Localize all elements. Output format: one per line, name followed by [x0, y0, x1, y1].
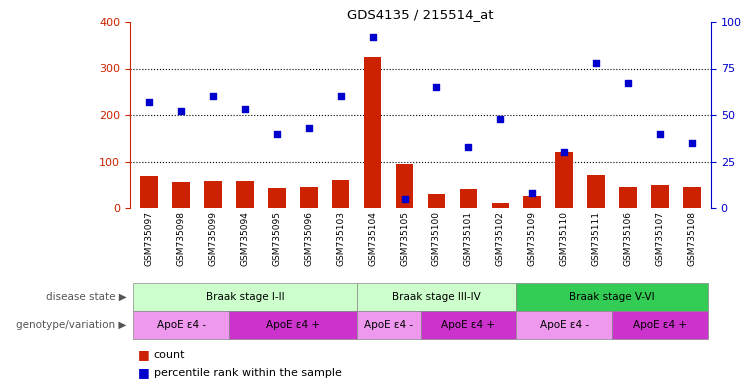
Bar	[612, 311, 708, 339]
Bar	[140, 176, 158, 208]
Point	[399, 195, 411, 202]
Point	[207, 93, 219, 99]
Bar	[356, 311, 420, 339]
Text: ApoE ε4 +: ApoE ε4 +	[633, 320, 687, 330]
Point	[494, 116, 506, 122]
Bar	[428, 194, 445, 208]
Text: ApoE ε4 -: ApoE ε4 -	[364, 320, 413, 330]
Text: Braak stage I-II: Braak stage I-II	[205, 292, 285, 302]
Text: ■: ■	[137, 366, 149, 379]
Text: percentile rank within the sample: percentile rank within the sample	[153, 368, 342, 378]
Text: ApoE ε4 +: ApoE ε4 +	[442, 320, 496, 330]
Bar	[229, 311, 356, 339]
Bar	[683, 187, 701, 208]
Bar	[459, 189, 477, 208]
Point	[686, 140, 698, 146]
Point	[239, 106, 251, 113]
Bar	[491, 204, 509, 208]
Bar	[420, 311, 516, 339]
Bar	[133, 311, 229, 339]
Bar	[588, 175, 605, 208]
Bar	[268, 189, 285, 208]
Bar	[516, 283, 708, 311]
Point	[590, 60, 602, 66]
Text: genotype/variation ▶: genotype/variation ▶	[16, 320, 126, 330]
Bar	[651, 185, 668, 208]
Bar	[619, 187, 637, 208]
Point	[654, 131, 666, 137]
Text: Braak stage V-VI: Braak stage V-VI	[569, 292, 655, 302]
Point	[558, 149, 570, 155]
Point	[526, 190, 538, 196]
Point	[462, 144, 474, 150]
Bar	[364, 57, 382, 208]
Point	[622, 80, 634, 86]
Text: disease state ▶: disease state ▶	[45, 292, 126, 302]
Text: ApoE ε4 +: ApoE ε4 +	[266, 320, 320, 330]
Point	[367, 34, 379, 40]
Bar	[133, 283, 356, 311]
Text: ApoE ε4 -: ApoE ε4 -	[539, 320, 588, 330]
Bar	[173, 182, 190, 208]
Text: ApoE ε4 -: ApoE ε4 -	[156, 320, 206, 330]
Point	[303, 125, 315, 131]
Bar	[205, 182, 222, 208]
Text: Braak stage III-IV: Braak stage III-IV	[392, 292, 481, 302]
Bar	[523, 196, 541, 208]
Text: ■: ■	[137, 348, 149, 361]
Title: GDS4135 / 215514_at: GDS4135 / 215514_at	[348, 8, 494, 21]
Bar	[356, 283, 516, 311]
Point	[431, 84, 442, 90]
Bar	[555, 152, 573, 208]
Bar	[300, 187, 318, 208]
Point	[175, 108, 187, 114]
Bar	[516, 311, 612, 339]
Point	[143, 99, 155, 105]
Bar	[396, 164, 413, 208]
Bar	[236, 182, 253, 208]
Point	[335, 93, 347, 99]
Text: count: count	[153, 350, 185, 360]
Bar	[332, 180, 350, 208]
Point	[271, 131, 283, 137]
